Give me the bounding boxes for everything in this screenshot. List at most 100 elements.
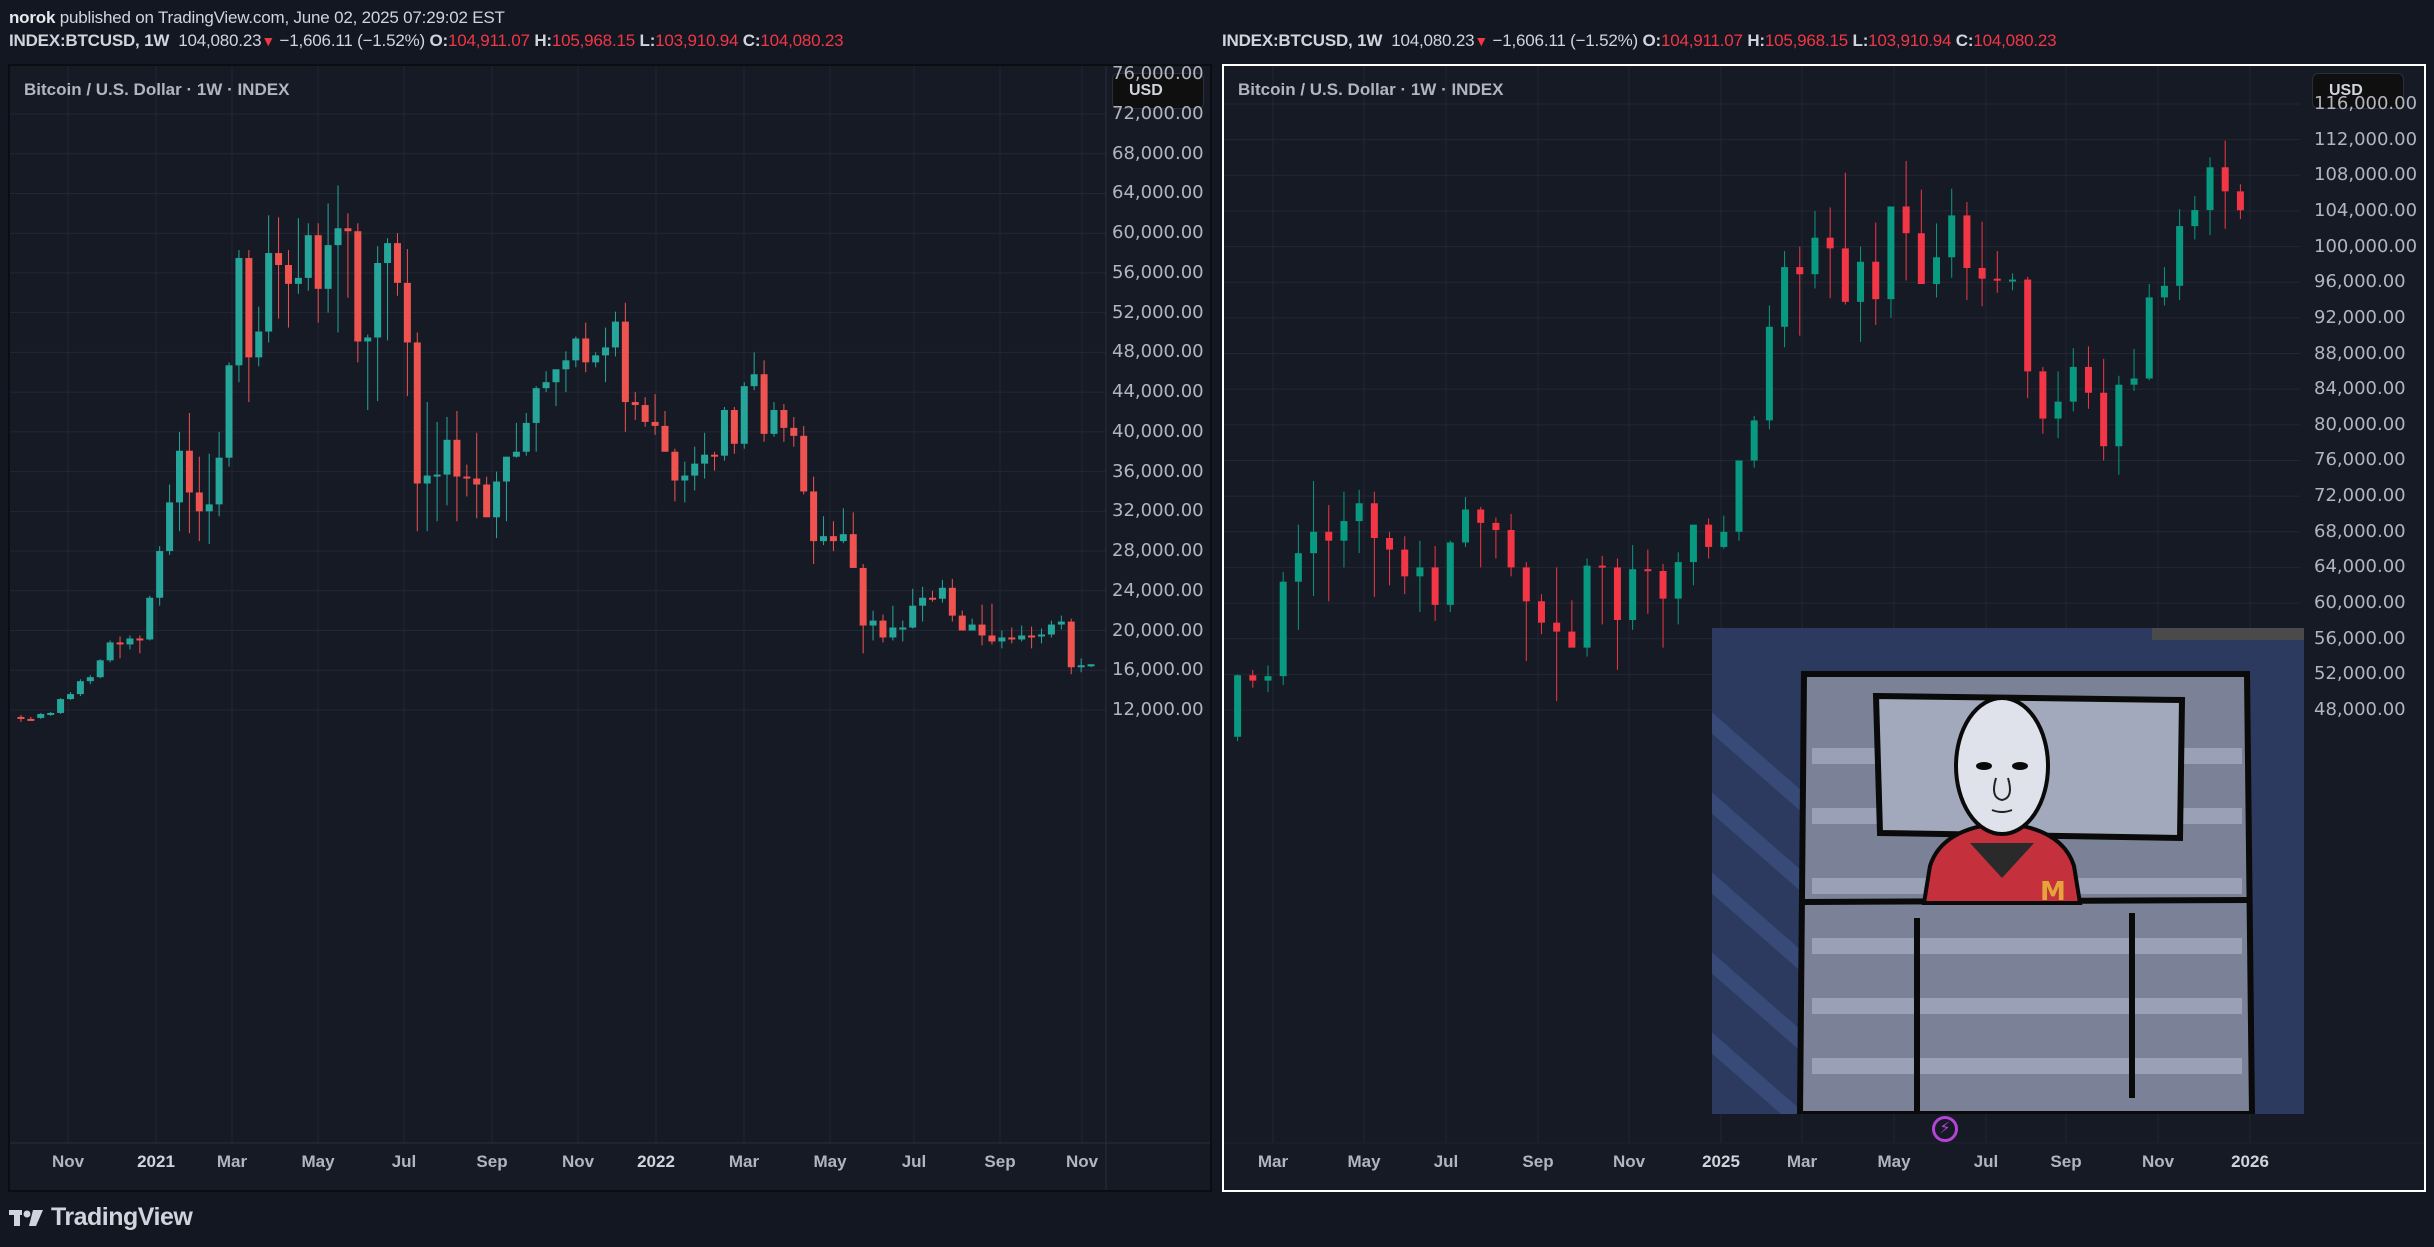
last-price: 104,080.23 [178, 31, 262, 50]
price-tick-label: 68,000.00 [2314, 520, 2406, 542]
time-tick-label: Sep [2050, 1152, 2082, 1171]
close-value: 104,080.23 [1973, 31, 2057, 50]
price-tick-label: 56,000.00 [2314, 627, 2406, 649]
lightning-bolt-icon[interactable]: ⚡ [1932, 1116, 1958, 1142]
time-tick-label: Mar [216, 1152, 248, 1171]
price-tick-label: 48,000.00 [2314, 699, 2406, 721]
price-tick-label: 60,000.00 [1112, 222, 1204, 244]
price-tick-label: 96,000.00 [2314, 271, 2406, 293]
time-tick-label: Sep [476, 1152, 508, 1171]
price-tick-label: 12,000.00 [1112, 698, 1204, 720]
time-tick-label: May [1347, 1152, 1381, 1171]
price-change: −1,606.11 (−1.52%) [1492, 31, 1639, 50]
price-tick-label: 108,000.00 [2314, 164, 2418, 186]
price-tick-label: 104,000.00 [2314, 199, 2418, 221]
time-tick-label: 2022 [637, 1152, 675, 1171]
last-price: 104,080.23 [1391, 31, 1475, 50]
price-tick-label: 48,000.00 [1112, 341, 1204, 363]
time-tick-label: Mar [1257, 1152, 1289, 1171]
high-label: H: [534, 31, 552, 50]
price-tick-label: 68,000.00 [1112, 142, 1204, 164]
price-tick-label: 40,000.00 [1112, 420, 1204, 442]
price-tick-label: 16,000.00 [1112, 659, 1204, 681]
triangle-down-icon: ▼ [261, 33, 276, 49]
close-label: C: [742, 31, 761, 50]
time-tick-label: May [813, 1152, 847, 1171]
price-tick-label: 84,000.00 [2314, 378, 2406, 400]
high-value: 105,968.15 [551, 31, 635, 50]
price-tick-label: 92,000.00 [2314, 306, 2406, 328]
ohlc-legend-right: INDEX:BTCUSD, 1W 104,080.23▼ −1,606.11 (… [1222, 31, 2057, 51]
currency-button[interactable]: USD [2312, 73, 2404, 109]
time-tick-label: Jul [901, 1152, 927, 1171]
left-candlestick-chart[interactable] [10, 66, 1210, 1190]
left-chart-panel[interactable]: Bitcoin / U.S. Dollar · 1W · INDEX USD 7… [8, 63, 1212, 1192]
price-tick-label: 44,000.00 [1112, 381, 1204, 403]
time-tick-label: Jul [1433, 1152, 1459, 1171]
price-tick-label: 72,000.00 [2314, 485, 2406, 507]
ohlc-legend-left: INDEX:BTCUSD, 1W 104,080.23▼ −1,606.11 (… [9, 31, 844, 51]
time-tick-label: Sep [984, 1152, 1016, 1171]
triangle-down-icon: ▼ [1474, 33, 1489, 49]
low-value: 103,910.94 [1868, 31, 1952, 50]
time-tick-label: May [1877, 1152, 1911, 1171]
tradingview-logo-icon [9, 1209, 43, 1226]
price-tick-label: 20,000.00 [1112, 619, 1204, 641]
low-label: L: [1852, 31, 1869, 50]
price-tick-label: 80,000.00 [2314, 413, 2406, 435]
price-tick-label: 112,000.00 [2314, 128, 2418, 150]
price-tick-label: 60,000.00 [2314, 592, 2406, 614]
price-tick-label: 76,000.00 [1112, 63, 1204, 85]
open-value: 104,911.07 [447, 31, 530, 50]
time-tick-label: Nov [51, 1152, 85, 1171]
tradingview-brand: TradingView [51, 1203, 193, 1231]
price-tick-label: 116,000.00 [2314, 93, 2418, 114]
time-tick-label: Nov [1065, 1152, 1099, 1171]
open-label: O: [429, 31, 449, 50]
time-tick-label: Nov [561, 1152, 595, 1171]
time-tick-label: Jul [1973, 1152, 1999, 1171]
publication-line: norok published on TradingView.com, June… [9, 8, 505, 28]
time-tick-label: Mar [1786, 1152, 1818, 1171]
time-tick-label: 2025 [1702, 1152, 1740, 1171]
price-tick-label: 32,000.00 [1112, 500, 1204, 522]
symbol: INDEX:BTCUSD, 1W [1222, 31, 1383, 50]
published-text: published on TradingView.com, June 02, 2… [59, 8, 505, 27]
footer-branding[interactable]: TradingView [9, 1203, 193, 1232]
time-tick-label: Mar [728, 1152, 760, 1171]
open-value: 104,911.07 [1660, 31, 1743, 50]
price-tick-label: 76,000.00 [2314, 449, 2406, 471]
right-candlestick-chart[interactable] [1224, 66, 2424, 1190]
price-tick-label: 64,000.00 [2314, 556, 2406, 578]
price-change: −1,606.11 (−1.52%) [279, 31, 426, 50]
price-tick-label: 28,000.00 [1112, 540, 1204, 562]
right-chart-title: Bitcoin / U.S. Dollar · 1W · INDEX [1238, 80, 1504, 99]
time-tick-label: Sep [1522, 1152, 1554, 1171]
price-tick-label: 88,000.00 [2314, 342, 2406, 364]
time-tick-label: Nov [2141, 1152, 2175, 1171]
wojak-meme-image: M [1712, 628, 2304, 1114]
time-tick-label: May [301, 1152, 335, 1171]
high-label: H: [1747, 31, 1765, 50]
left-chart-title: Bitcoin / U.S. Dollar · 1W · INDEX [24, 80, 290, 99]
close-value: 104,080.23 [760, 31, 844, 50]
high-value: 105,968.15 [1764, 31, 1848, 50]
low-value: 103,910.94 [655, 31, 739, 50]
price-tick-label: 56,000.00 [1112, 261, 1204, 283]
open-label: O: [1642, 31, 1662, 50]
symbol: INDEX:BTCUSD, 1W [9, 31, 170, 50]
price-tick-label: 36,000.00 [1112, 460, 1204, 482]
time-tick-label: 2021 [137, 1152, 175, 1171]
price-tick-label: 64,000.00 [1112, 182, 1204, 204]
right-chart-panel[interactable]: Bitcoin / U.S. Dollar · 1W · INDEX USD 1… [1222, 64, 2426, 1192]
close-label: C: [1955, 31, 1974, 50]
low-label: L: [639, 31, 656, 50]
currency-button[interactable]: USD [1112, 73, 1204, 109]
time-tick-label: Nov [1612, 1152, 1646, 1171]
price-tick-label: 52,000.00 [1112, 301, 1204, 323]
author-name: norok [9, 8, 56, 27]
price-tick-label: 52,000.00 [2314, 663, 2406, 685]
time-tick-label: 2026 [2231, 1152, 2269, 1171]
time-tick-label: Jul [391, 1152, 417, 1171]
price-tick-label: 24,000.00 [1112, 579, 1204, 601]
